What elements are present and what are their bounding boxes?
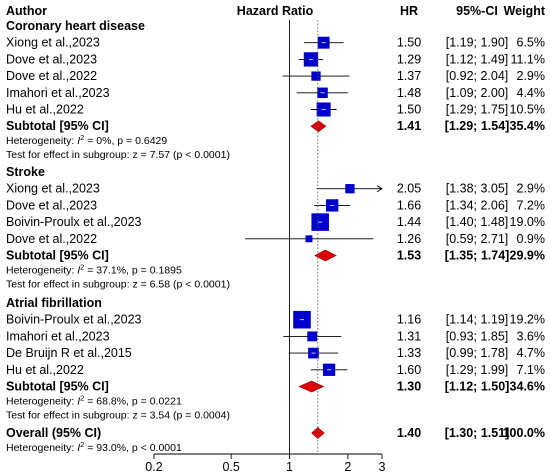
x-tick-label-1: 0.2 [145,460,162,474]
group-2-subtotal-label: Subtotal [95% CI] [6,249,109,263]
group-1-study-3-weight-value: 2.9% [517,69,546,83]
group-2-study-1-ci-value: [1.38; 3.05] [446,182,509,196]
group-2-study-2-hr-value: 1.66 [397,198,421,212]
group-3-study-1-ci-value: [1.14; 1.19] [446,313,509,327]
group-3-study-2-weight-value: 3.6% [517,329,546,343]
group-1-study-4-ci-value: [1.09; 2.00] [446,86,509,100]
group-2-study-4-ci-value: [0.59; 2.71] [446,232,509,246]
group-2-study-1-label: Xiong et al.,2023 [6,182,100,196]
group-1-study-5-label: Hu et al.,2022 [6,103,84,117]
group-1-study-1-ci-value: [1.19; 1.90] [446,36,509,50]
group-2-study-2-ci-value: [1.34; 2.06] [446,198,509,212]
overall-heterogeneity: Heterogeneity: I2 = 93.0%, p < 0.0001 [6,440,182,454]
group-3-study-1-weight-value: 19.2% [510,313,545,327]
group-3-study-4-ci-value: [1.29; 1.99] [446,363,509,377]
group-2-study-2-weight-value: 7.2% [517,198,546,212]
group-3-study-4-weight-value: 7.1% [517,363,546,377]
group-2-study-4-label: Dove et al.,2022 [6,232,97,246]
group-3-study-1-label: Boivin-Proulx et al.,2023 [6,313,142,327]
group-3-test-effect: Test for effect in subgroup: z = 3.54 (p… [6,410,230,422]
group-1-study-1-weight-value: 6.5% [517,36,546,50]
header-ci: 95%-CI [456,4,498,18]
header-hr: HR [400,4,418,18]
group-3-subtotal-diamond [298,380,325,393]
group-1-subtotal-diamond [310,120,327,133]
group-1-subtotal-ci-value: [1.29; 1.54] [445,119,510,133]
group-2-study-4-box [305,235,313,243]
group-1-study-5-weight-value: 10.5% [510,103,545,117]
header-weight: Weight [504,4,546,18]
group-1-test-effect: Test for effect in subgroup: z = 7.57 (p… [6,149,230,161]
group-1-study-4-weight-value: 4.4% [517,86,546,100]
overall-weight-value: 100.0% [503,426,545,440]
group-2-study-1-ci-arrow [376,185,383,193]
header-hazard-ratio: Hazard Ratio [237,4,314,18]
x-tick-label-2: 0.5 [222,460,239,474]
group-3-study-3-hr-value: 1.33 [397,346,421,360]
group-2-study-3-hr-value: 1.44 [397,215,421,229]
group-1-study-2-label: Dove et al.,2023 [6,52,97,66]
group-3-subtotal-ci-value: [1.12; 1.50] [445,380,510,394]
group-2-title: Stroke [6,165,45,179]
group-3-study-3-ci-value: [0.99; 1.78] [446,346,509,360]
group-2-study-3-label: Boivin-Proulx et al.,2023 [6,215,142,229]
overall-ci-value: [1.30; 1.51] [445,426,510,440]
group-3-study-2-label: Imahori et al.,2023 [6,329,110,343]
group-1-study-3-hr-value: 1.37 [397,69,421,83]
group-1-subtotal-weight-value: 35.4% [510,119,545,133]
group-3-study-4-label: Hu et al.,2022 [6,363,84,377]
header-author: Author [6,4,47,18]
group-1-study-4-label: Imahori et al.,2023 [6,86,110,100]
group-2-subtotal-diamond [314,249,337,262]
group-1-study-5-ci-value: [1.29; 1.75] [446,103,509,117]
group-3-study-2-hr-value: 1.31 [397,329,421,343]
group-3-title: Atrial fibrillation [6,296,102,310]
group-1-title: Coronary heart disease [6,19,145,33]
group-1-study-1-label: Xiong et al.,2023 [6,36,100,50]
x-axis: 0.2 0.5 1 2 3 [145,20,386,474]
group-3-subtotal-weight-value: 34.6% [510,380,545,394]
group-2-study-1-hr-value: 2.05 [397,182,421,196]
group-2-study-4-weight-value: 0.9% [517,232,546,246]
group-3-heterogeneity: Heterogeneity: I2 = 68.8%, p = 0.0221 [6,394,182,408]
group-1-study-3-label: Dove et al.,2022 [6,69,97,83]
group-1-study-1-hr-value: 1.50 [397,36,421,50]
group-1-study-4-hr-value: 1.48 [397,86,421,100]
group-3-study-3-label: De Bruijn R et al.,2015 [6,346,132,360]
group-2-subtotal-weight-value: 29.9% [510,249,545,263]
group-2-study-1-box [345,184,355,194]
group-3-study-4-hr-value: 1.60 [397,363,421,377]
group-2-study-1-weight-value: 2.9% [517,182,546,196]
x-tick-label-5: 3 [379,460,386,474]
group-2-study-4-hr-value: 1.26 [397,232,421,246]
group-1-study-3-box [311,71,321,81]
group-2-test-effect: Test for effect in subgroup: z = 6.58 (p… [6,279,230,291]
forest-rows: Coronary heart disease Xiong et al.,2023 1… [6,19,545,454]
overall-hr-value: 1.40 [397,426,421,440]
group-3-study-1-hr-value: 1.16 [397,313,421,327]
group-2-study-3-ci-value: [1.40; 1.48] [446,215,509,229]
x-tick-label-4: 2 [344,460,351,474]
overall-label: Overall (95% CI) [6,426,101,440]
group-1-subtotal-hr-value: 1.41 [397,119,421,133]
x-tick-label-3: 1 [286,460,293,474]
group-1-study-5-hr-value: 1.50 [397,103,421,117]
group-1-study-2-weight-value: 11.1% [510,52,545,66]
group-2-study-2-label: Dove et al.,2023 [6,198,97,212]
group-2-study-3-weight-value: 19.0% [510,215,545,229]
group-3-study-2-ci-value: [0.93; 1.85] [446,329,509,343]
group-1-study-2-ci-value: [1.12; 1.49] [446,52,509,66]
group-3-subtotal-label: Subtotal [95% CI] [6,380,109,394]
group-3-study-3-weight-value: 4.7% [517,346,546,360]
group-2-heterogeneity: Heterogeneity: I2 = 37.1%, p = 0.1895 [6,263,182,277]
group-1-study-3-ci-value: [0.92; 2.04] [446,69,509,83]
group-1-study-2-hr-value: 1.29 [397,52,421,66]
group-3-subtotal-hr-value: 1.30 [397,380,421,394]
group-1-heterogeneity: Heterogeneity: I2 = 0%, p = 0.6429 [6,133,167,147]
group-2-subtotal-ci-value: [1.35; 1.74] [445,249,510,263]
group-2-subtotal-hr-value: 1.53 [397,249,421,263]
group-3-study-2-box [307,331,318,342]
group-1-subtotal-label: Subtotal [95% CI] [6,119,109,133]
